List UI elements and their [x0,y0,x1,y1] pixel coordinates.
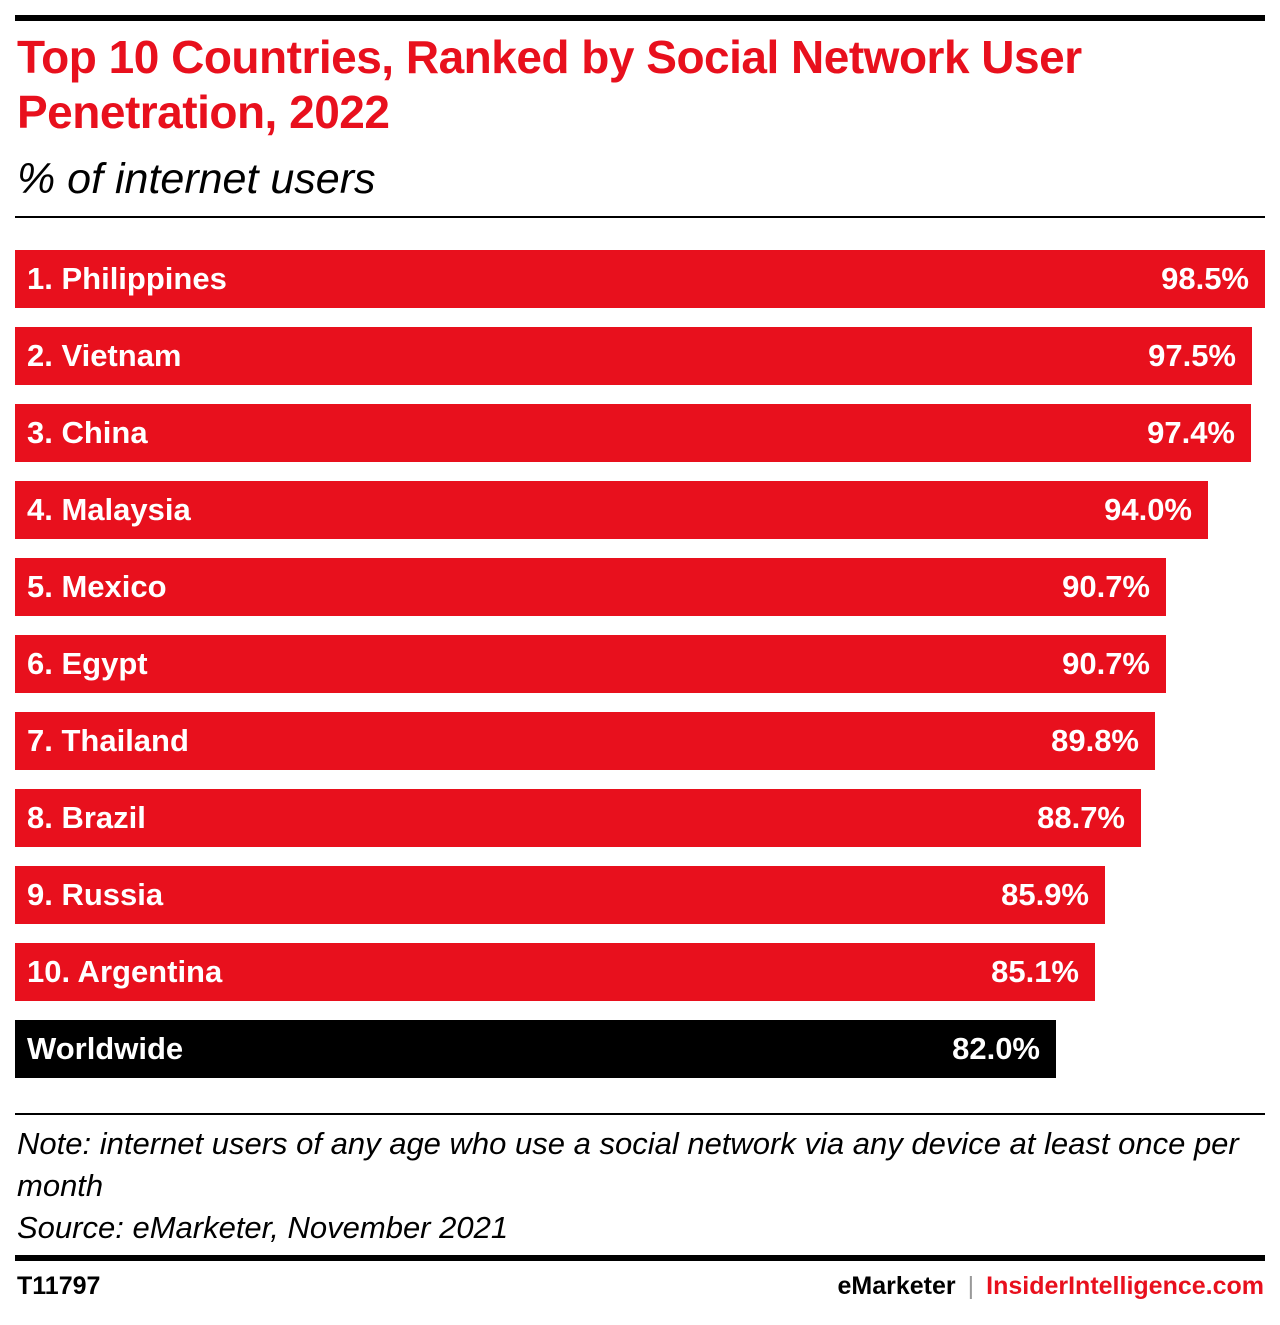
bar-category-label: 5. Mexico [27,569,167,604]
bar-value-label: 97.5% [1148,338,1236,373]
bar: 5. Mexico 90.7% [15,558,1166,616]
header-divider [15,216,1265,218]
bar-value-label: 94.0% [1104,492,1192,527]
bar-category-label: 7. Thailand [27,723,189,758]
bottom-rule [15,1255,1265,1261]
bar: 3. China 97.4% [15,404,1251,462]
bar: 6. Egypt 90.7% [15,635,1166,693]
bar-value-label: 88.7% [1037,800,1125,835]
bar-category-label: 3. China [27,415,148,450]
bar-category-label: 6. Egypt [27,646,148,681]
bar-category-label: 2. Vietnam [27,338,182,373]
brand-emarketer: eMarketer [837,1272,956,1300]
chart-note: Note: internet users of any age who use … [17,1126,1239,1203]
bar: 1. Philippines 98.5% [15,250,1265,308]
note-divider [15,1113,1265,1115]
bar-category-label: Worldwide [27,1031,184,1066]
bar-category-label: 8. Brazil [27,800,146,835]
bar-value-label: 90.7% [1062,646,1150,681]
bar-worldwide: Worldwide 82.0% [15,1020,1056,1078]
bar-value-label: 98.5% [1161,261,1249,296]
bar: 7. Thailand 89.8% [15,712,1155,770]
bar-value-label: 89.8% [1051,723,1139,758]
bar: 10. Argentina 85.1% [15,943,1095,1001]
chart-source: Source: eMarketer, November 2021 [17,1210,509,1245]
brand-footer: eMarketer | InsiderIntelligence.com [838,1270,1265,1302]
bar-value-label: 85.9% [1001,877,1089,912]
chart-title: Top 10 Countries, Ranked by Social Netwo… [17,31,1082,138]
bar-category-label: 10. Argentina [27,954,223,989]
brand-separator: | [967,1272,975,1300]
bar: 8. Brazil 88.7% [15,789,1141,847]
bar: 4. Malaysia 94.0% [15,481,1208,539]
bar-value-label: 90.7% [1062,569,1150,604]
top-rule [15,15,1265,21]
bar-category-label: 1. Philippines [27,261,227,296]
bar-category-label: 4. Malaysia [27,492,191,527]
chart-subtitle: % of internet users [17,155,376,203]
bar: 9. Russia 85.9% [15,866,1105,924]
bar-chart: 1. Philippines 98.5% 2. Vietnam 97.5% 3. Chi… [15,250,1265,1080]
bar: 2. Vietnam 97.5% [15,327,1252,385]
bar-value-label: 97.4% [1147,415,1235,450]
chart-id: T11797 [17,1272,101,1300]
bar-category-label: 9. Russia [27,877,164,912]
bar-value-label: 85.1% [991,954,1079,989]
bar-value-label: 82.0% [952,1031,1040,1066]
brand-insider-intelligence-link[interactable]: InsiderIntelligence.com [986,1272,1264,1300]
